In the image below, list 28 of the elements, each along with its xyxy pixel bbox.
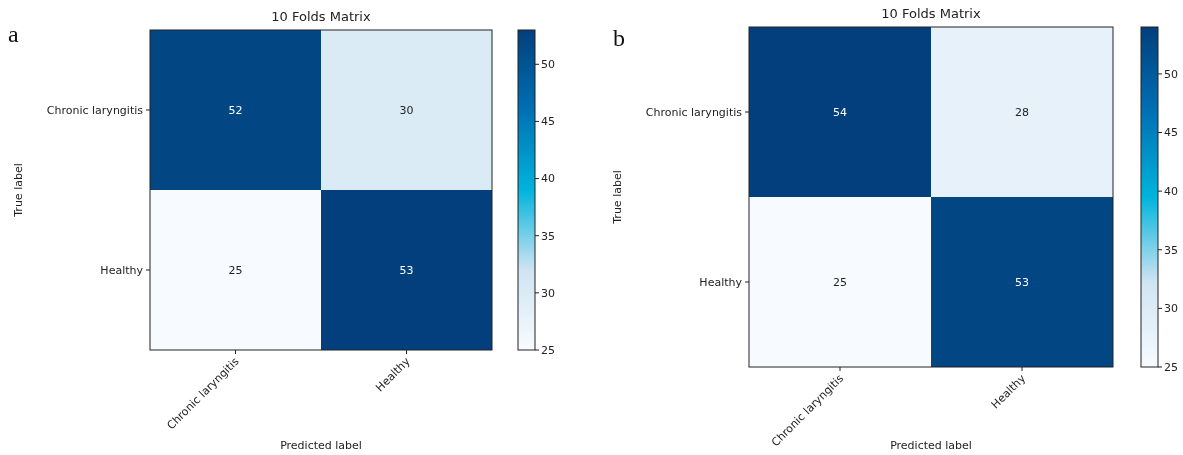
color-bar-label: 40 bbox=[541, 172, 555, 186]
x-axis-title: Predicted label bbox=[890, 439, 972, 452]
color-bar-label: 35 bbox=[541, 229, 555, 243]
data-label: 28 bbox=[1015, 105, 1029, 119]
y-axis-title: True label bbox=[611, 170, 624, 225]
chart-title: 10 Folds Matrix bbox=[881, 6, 981, 21]
color-bar-label: 25 bbox=[1164, 360, 1178, 374]
color-bar-label: 50 bbox=[541, 58, 555, 72]
data-label: 25 bbox=[228, 263, 243, 277]
x-axis-title: Predicted label bbox=[280, 439, 362, 452]
data-label: 25 bbox=[833, 275, 847, 289]
data-label: 53 bbox=[1015, 275, 1029, 289]
chart-title: 10 Folds Matrix bbox=[271, 9, 371, 24]
color-bar-label: 40 bbox=[1164, 184, 1178, 198]
color-bar-label: 45 bbox=[541, 115, 555, 129]
text: a bbox=[8, 21, 19, 47]
color-bar-label: 35 bbox=[1164, 243, 1178, 257]
color-bar-label: 30 bbox=[1164, 302, 1178, 316]
data-label: 53 bbox=[399, 263, 414, 277]
text: b bbox=[613, 25, 625, 51]
color-bar-label: 50 bbox=[1164, 67, 1178, 81]
data-label: 52 bbox=[228, 103, 243, 117]
y-axis-title: True label bbox=[12, 163, 25, 218]
color-bar-label: 45 bbox=[1164, 126, 1178, 140]
color-bar-label: 25 bbox=[541, 343, 555, 357]
color-bar-label: 30 bbox=[541, 286, 555, 300]
data-label: 30 bbox=[399, 103, 414, 117]
data-label: 54 bbox=[833, 105, 847, 119]
